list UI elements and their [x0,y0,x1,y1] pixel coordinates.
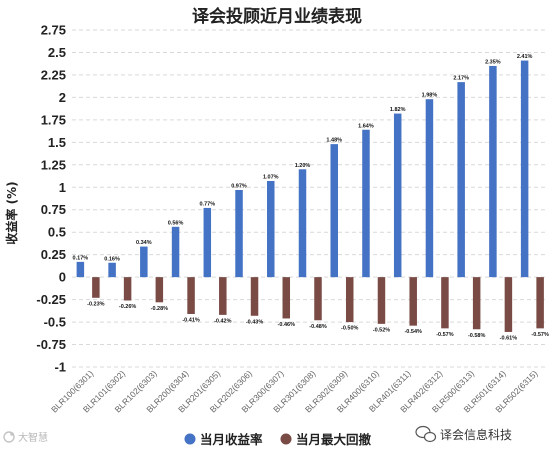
legend-label-return: 当月收益率 [200,432,263,447]
bar-drawdown [155,277,164,303]
y-axis-ticks: 2.75 2.5 2.25 2 1.75 1.5 1.25 1 0.75 0.5 0.25 0 -0.2… [36,23,66,375]
bar-drawdown [123,277,132,301]
bar-return [140,246,148,278]
y-tick-label: 2.75 [41,23,66,38]
data-label-return: 1.98% [422,93,438,99]
data-label-drawdown: -0.52% [373,327,391,333]
data-label-return: 2.35% [485,59,501,65]
legend: 当月收益率 当月最大回撤 [184,432,372,447]
y-tick-label: -0.5 [44,315,66,330]
bar-drawdown [472,277,481,330]
bar-drawdown [250,277,259,316]
y-tick-label: 2.5 [48,45,66,60]
legend-label-drawdown: 当月最大回撤 [296,432,372,447]
dzh-logo-icon [3,431,15,443]
watermark-text: 大智慧 [18,431,48,444]
bar-return [457,82,465,278]
bar-return [171,226,180,278]
bar-return [489,65,497,278]
bar-return [362,129,370,278]
data-label-return: 0.56% [168,220,184,226]
y-tick-label: 0.25 [41,247,66,262]
bar-return [330,144,338,278]
data-label-drawdown: -0.26% [119,304,137,310]
brand: 译会信息科技 [415,425,512,443]
bar-return [108,262,116,278]
data-label-drawdown: -0.57% [531,332,549,338]
y-tick-label: -0.75 [36,337,66,352]
y-tick-label: 1.5 [48,135,66,150]
data-label-return: 1.07% [263,174,279,180]
bar-return [520,60,529,278]
bar-drawdown [187,277,195,314]
bar-drawdown [504,277,513,332]
data-label-return: 0.17% [73,255,89,261]
bar-return [76,261,85,278]
data-label-return: 1.20% [295,163,311,169]
bar-drawdown [409,277,417,326]
bar-return [393,113,402,278]
data-label-return: 0.77% [199,201,215,207]
brand-text: 译会信息科技 [440,427,512,442]
data-label-drawdown: -0.54% [404,329,422,335]
data-labels: 0.17% -0.23% 0.16% -0.26% 0.34% -0.28% 0.56% -0… [73,54,549,341]
bar-drawdown [314,277,322,321]
bar-return [425,99,434,278]
y-tick-label: 2 [59,90,66,105]
y-tick-label: 1 [59,180,66,195]
data-label-drawdown: -0.28% [151,306,169,312]
y-tick-label: 2.25 [41,67,66,82]
data-label-drawdown: -0.41% [182,317,200,323]
bar-drawdown [536,277,544,329]
data-label-return: 2.17% [453,76,469,82]
bars [76,60,544,332]
y-tick-label: 0.75 [41,202,66,217]
y-tick-label: -1 [54,360,66,375]
chart-title: 译会投顾近月业绩表现 [192,6,362,27]
x-axis-ticks: BLR100(6301)BLR101(6302)BLR102(6303)BLR2… [49,368,540,414]
bar-return [203,207,212,278]
bar-drawdown [282,277,291,319]
bar-drawdown [92,277,100,298]
y-tick-label: 0 [59,270,66,285]
bar-drawdown [441,277,449,329]
watermark: 大智慧 [3,431,48,444]
bar-return [267,180,275,278]
data-label-drawdown: -0.57% [436,332,454,338]
data-label-return: 0.34% [136,240,152,246]
data-label-return: 1.64% [358,123,374,129]
y-tick-label: 1.25 [41,157,66,172]
y-tick-label: 0.5 [48,225,66,240]
bar-drawdown [377,277,386,324]
data-label-drawdown: -0.43% [246,319,264,325]
gridlines [72,29,548,368]
data-label-drawdown: -0.50% [341,326,359,332]
y-axis-label: 收益率 (%) [4,181,19,244]
y-tick-label: 1.75 [41,112,66,127]
data-label-return: 0.16% [104,256,120,262]
data-label-drawdown: -0.48% [309,324,327,330]
data-label-return: 1.82% [390,107,406,113]
data-label-drawdown: -0.58% [468,333,486,339]
data-label-return: 0.97% [231,183,247,189]
data-label-drawdown: -0.42% [214,318,232,324]
data-label-return: 2.41% [517,54,533,60]
legend-swatch-drawdown [280,433,292,445]
bar-drawdown [345,277,354,323]
data-label-return: 1.48% [326,138,342,144]
bar-return [298,169,307,278]
legend-swatch-return [184,433,196,445]
bar-drawdown [219,277,227,315]
y-tick-label: -0.25 [36,292,66,307]
data-label-drawdown: -0.23% [87,301,105,307]
bar-return [235,189,243,278]
data-label-drawdown: -0.61% [500,335,518,341]
data-label-drawdown: -0.46% [278,322,296,328]
wechat-icon [415,425,437,443]
